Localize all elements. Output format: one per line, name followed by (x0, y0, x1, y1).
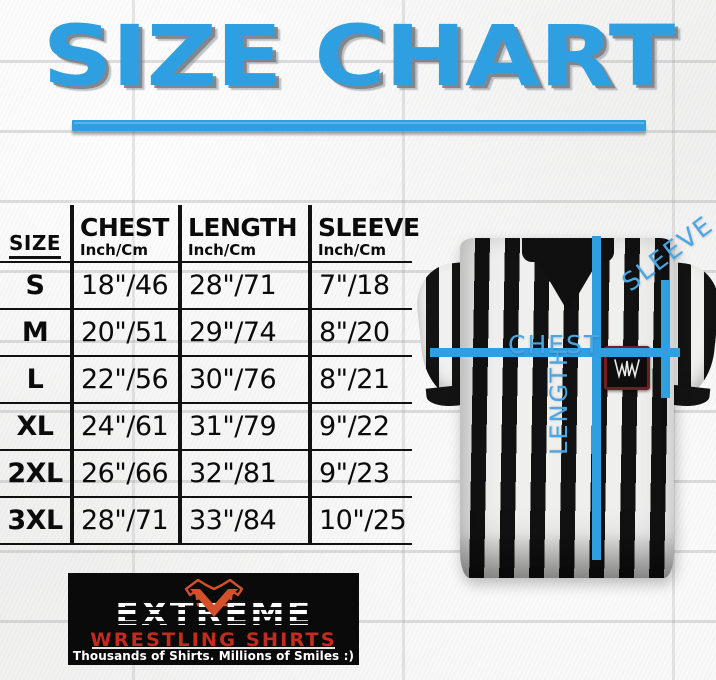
cell-length: 33"/84 (178, 497, 310, 545)
table-row: S 18"/46 28"/71 7"/18 (0, 262, 412, 310)
table-row: 2XL 26"/66 32"/81 9"/23 (0, 450, 412, 498)
cell-size: L (0, 356, 72, 404)
cell-length: 30"/76 (178, 356, 310, 404)
cell-length: 32"/81 (178, 450, 310, 498)
cell-size: S (0, 262, 72, 310)
cell-sleeve: 8"/21 (308, 356, 412, 404)
size-chart-table: SIZE CHEST Inch/Cm LENGTH Inch/Cm (0, 205, 420, 545)
cell-size: M (0, 309, 72, 357)
cell-chest: 18"/46 (70, 262, 180, 310)
page-title: SIZE CHART (42, 7, 675, 105)
length-measure-label: LENGTH (545, 346, 573, 455)
cell-sleeve: 8"/20 (308, 309, 412, 357)
logo-divider (92, 647, 335, 649)
product-photo-referee-shirt (412, 218, 716, 638)
column-header-length-label: LENGTH (188, 213, 298, 242)
table-head: SIZE CHEST Inch/Cm LENGTH Inch/Cm (0, 205, 420, 263)
size-chart-table-container: SIZE CHEST Inch/Cm LENGTH Inch/Cm (0, 205, 420, 545)
column-header-size: SIZE (0, 205, 72, 263)
chest-measure-line (430, 348, 680, 357)
table-header-row: SIZE CHEST Inch/Cm LENGTH Inch/Cm (0, 205, 420, 263)
cell-sleeve: 7"/18 (308, 262, 412, 310)
column-header-length-units: Inch/Cm (188, 241, 256, 259)
column-header-size-label: SIZE (8, 231, 61, 259)
column-header-length: LENGTH Inch/Cm (178, 205, 310, 263)
sleeve-measure-line (661, 280, 670, 398)
brand-wordmark: EXTREME (68, 593, 359, 633)
cell-chest: 24"/61 (70, 403, 180, 451)
cell-chest: 20"/51 (70, 309, 180, 357)
cell-chest: 26"/66 (70, 450, 180, 498)
brand-subtitle: WRESTLING SHIRTS (90, 629, 337, 651)
brand-logo: EXTREME WRESTLING SHIRTS Thousands of Sh… (68, 573, 359, 665)
cell-sleeve: 10"/25 (308, 497, 412, 545)
table-row: XL 24"/61 31"/79 9"/22 (0, 403, 412, 451)
column-header-sleeve: SLEEVE Inch/Cm (308, 205, 420, 263)
table-row: L 22"/56 30"/76 8"/21 (0, 356, 412, 404)
cell-length: 31"/79 (178, 403, 310, 451)
column-header-sleeve-label: SLEEVE (318, 213, 420, 242)
length-measure-line (592, 236, 601, 560)
cell-length: 29"/74 (178, 309, 310, 357)
column-header-chest: CHEST Inch/Cm (70, 205, 180, 263)
table-body: S 18"/46 28"/71 7"/18 M 20"/51 29"/74 8"… (0, 262, 412, 545)
column-header-sleeve-units: Inch/Cm (318, 241, 386, 259)
logo-x-shape-icon (189, 589, 238, 617)
cell-length: 28"/71 (178, 262, 310, 310)
column-header-chest-label: CHEST (80, 213, 169, 242)
cell-chest: 28"/71 (70, 497, 180, 545)
title-underline-bar (72, 120, 646, 131)
column-header-chest-units: Inch/Cm (80, 241, 148, 259)
cell-chest: 22"/56 (70, 356, 180, 404)
cell-sleeve: 9"/23 (308, 450, 412, 498)
cell-size: 2XL (0, 450, 72, 498)
cell-size: 3XL (0, 497, 72, 545)
cell-sleeve: 9"/22 (308, 403, 412, 451)
page-title-container: SIZE CHART (0, 14, 716, 98)
table-row: M 20"/51 29"/74 8"/20 (0, 309, 412, 357)
cell-size: XL (0, 403, 72, 451)
brand-tagline: Thousands of Shirts. Millions of Smiles … (72, 649, 355, 663)
chest-measure-label: CHEST (508, 330, 602, 359)
table-row: 3XL 28"/71 33"/84 10"/25 (0, 497, 412, 545)
